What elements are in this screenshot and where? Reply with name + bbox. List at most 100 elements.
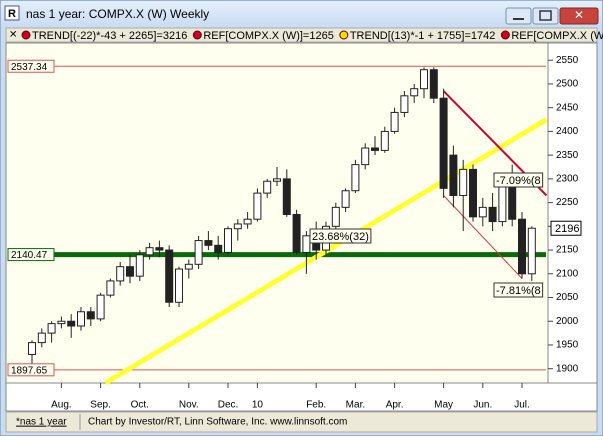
x-tick-label: May <box>434 400 453 411</box>
legend-text: TREND[(13)*-1 + 1755]=1742 <box>350 30 496 42</box>
status-left[interactable]: *nas 1 year <box>16 417 67 428</box>
candle-body <box>86 311 95 320</box>
y-tick-label: 2300 <box>556 174 579 185</box>
legend-text: REF[COMPX.X (W <box>511 30 603 42</box>
candle-body <box>361 147 370 166</box>
x-tick-label: Oct. <box>131 400 149 411</box>
legend-close[interactable]: ✕ <box>9 30 17 41</box>
candle-body <box>282 178 291 215</box>
candle-body <box>341 190 350 208</box>
candle-body <box>351 164 360 192</box>
y-tick-label: 2050 <box>556 292 579 303</box>
y-tick-label: 1900 <box>556 363 579 374</box>
candle-body <box>37 332 46 344</box>
candle-body <box>135 254 144 277</box>
candle-body <box>331 206 340 227</box>
reference-label-box <box>7 363 55 377</box>
candle-body <box>420 69 428 90</box>
y-tick-label: 2100 <box>556 268 579 279</box>
x-tick-label: Dec. <box>218 400 239 411</box>
candle-body <box>194 240 203 265</box>
y-tick-label: 2400 <box>556 126 579 137</box>
x-tick-label: 10 <box>252 400 264 411</box>
candle-body <box>469 168 477 218</box>
candle-body <box>390 111 399 132</box>
candle-body <box>126 266 134 277</box>
candle-body <box>57 320 66 325</box>
x-tick-label: Jul. <box>514 400 530 411</box>
last-price-box <box>550 220 582 236</box>
candle-body <box>439 97 448 189</box>
candle-body <box>292 213 301 253</box>
candle-body <box>498 183 507 223</box>
candle-body <box>175 268 183 303</box>
y-tick-label: 2350 <box>556 150 579 161</box>
title-bar <box>1 1 602 27</box>
y-tick-label: 2000 <box>556 316 579 327</box>
legend-text: TREND[(-22)*-43 + 2265]=3216 <box>32 30 187 42</box>
x-tick-label: Feb. <box>306 400 326 411</box>
legend-dot <box>21 30 31 40</box>
legend-bar <box>5 27 598 43</box>
annotation: 23.68%(32) <box>312 231 369 243</box>
candle-body <box>116 266 125 282</box>
legend-dot <box>339 30 349 40</box>
reference-label: 2140.47 <box>11 250 48 261</box>
candle-body <box>459 168 468 196</box>
price-axis <box>547 42 598 384</box>
y-tick-label: 2500 <box>556 79 579 90</box>
candle-body <box>371 147 379 151</box>
close-button[interactable] <box>559 7 599 25</box>
candle-body <box>184 263 193 270</box>
y-tick-label: 2550 <box>556 55 579 66</box>
date-axis <box>5 382 598 412</box>
status-right: Chart by Investor/RT, Linn Software, Inc… <box>88 417 347 428</box>
candle-body <box>145 247 154 256</box>
y-tick-label: 2450 <box>556 102 579 113</box>
candle-body <box>380 130 389 151</box>
x-tick-label: Aug. <box>51 400 72 411</box>
candle-body <box>527 227 536 275</box>
candle-body <box>224 228 232 253</box>
candle-body <box>106 280 115 296</box>
candle-body <box>96 294 105 320</box>
x-tick-label: Mar. <box>346 400 365 411</box>
legend-dot <box>500 30 510 40</box>
annotation-box <box>493 282 544 298</box>
last-price: 2196 <box>555 223 579 235</box>
candle-body <box>429 69 438 99</box>
reference-label: 1897.65 <box>11 365 48 376</box>
annotation: -7.09%(8 <box>496 175 541 187</box>
y-tick-label: 2250 <box>556 197 579 208</box>
candle-body <box>47 323 56 334</box>
candle-body <box>488 206 497 223</box>
reference-label: 2537.34 <box>11 62 48 73</box>
reference-label-box <box>7 248 55 262</box>
y-tick-label: 1950 <box>556 340 579 351</box>
candle-body <box>77 311 85 327</box>
annotation-box <box>309 228 372 244</box>
window-title: nas 1 year: COMPX.X (W) Weekly <box>26 7 209 21</box>
x-tick-label: Jun. <box>473 400 492 411</box>
candle-body <box>263 180 272 194</box>
candle-body <box>214 244 223 253</box>
annotation: -7.81%(8 <box>496 285 541 297</box>
close-icon: ✕ <box>574 8 584 22</box>
candle-body <box>204 240 213 246</box>
candle-body <box>518 218 526 275</box>
app-icon-letter: R <box>8 8 16 20</box>
candle-body <box>165 249 174 303</box>
candle-body <box>28 342 36 355</box>
candle-body <box>155 247 164 251</box>
minimize-button[interactable] <box>505 7 532 25</box>
candle-body <box>410 88 419 97</box>
maximize-icon <box>539 10 552 21</box>
candle-body <box>273 178 281 182</box>
plot-area <box>5 42 549 384</box>
app-icon <box>4 5 20 21</box>
candle-body <box>478 206 487 218</box>
candle-body <box>449 154 458 196</box>
annotation-box <box>493 172 544 188</box>
candle-body <box>302 235 311 253</box>
